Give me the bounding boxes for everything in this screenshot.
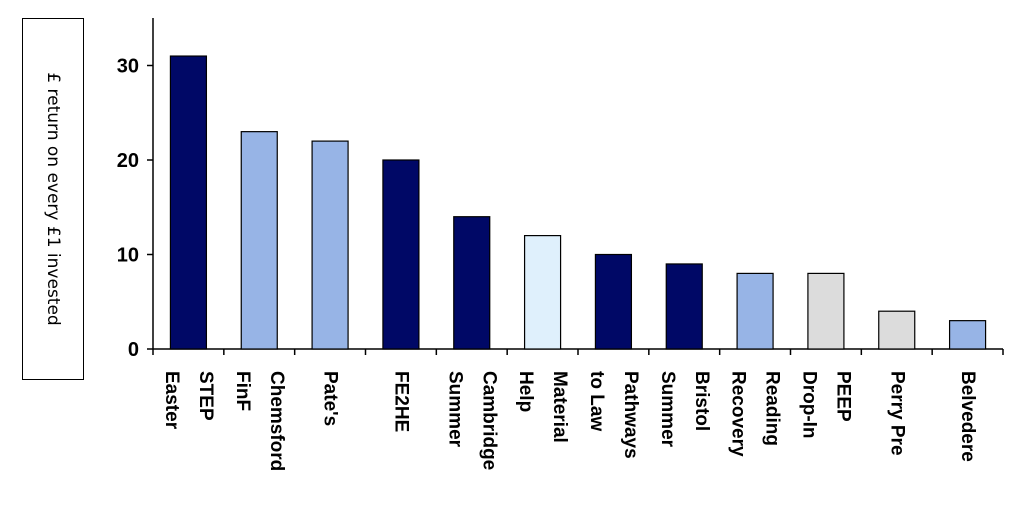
category-label: Chemsford	[266, 371, 287, 471]
bar	[523, 235, 562, 350]
category-label: to Law	[586, 371, 607, 431]
bar	[311, 140, 349, 350]
y-tick-label: 20	[117, 150, 139, 172]
bar	[665, 263, 703, 350]
y-axis-label-box: £ return on every £1 invested	[22, 18, 84, 380]
category-label: Drop-In	[798, 371, 819, 439]
category-label: Cambridge	[478, 371, 499, 470]
bar	[948, 320, 987, 350]
category-label: Help	[515, 371, 536, 412]
category-label: Summer	[444, 371, 465, 448]
bar	[169, 55, 208, 350]
category-label: Belvedere	[957, 371, 978, 462]
bar	[736, 272, 774, 350]
bar	[453, 216, 491, 350]
category-label: Reading	[762, 371, 783, 446]
y-ticks: 0 10 20 30	[117, 56, 153, 361]
bar	[594, 253, 633, 350]
category-label: Bristol	[691, 371, 712, 431]
category-label: FE2HE	[390, 371, 411, 432]
bar	[382, 159, 420, 350]
category-label: Pathways	[620, 371, 641, 459]
category-label: Material	[549, 371, 570, 443]
bar	[240, 131, 278, 350]
bar	[878, 310, 916, 350]
category-label: Summer	[657, 371, 678, 448]
category-label: STEP	[195, 371, 216, 421]
category-label: Recovery	[728, 371, 749, 457]
category-label: Perry Pre	[886, 371, 907, 456]
y-tick-label: 10	[117, 245, 139, 267]
category-labels: Easter STEP FinF Chemsford Pate's FE2HE Summer…	[161, 371, 978, 471]
category-label: PEEP	[832, 371, 853, 422]
category-label: FinF	[232, 371, 253, 411]
y-tick-label: 30	[117, 56, 139, 78]
category-label: Pate's	[320, 371, 341, 426]
axes	[152, 18, 1004, 355]
bars	[169, 55, 987, 350]
y-tick-label: 0	[128, 339, 139, 361]
bar	[807, 272, 845, 350]
category-label: Easter	[161, 371, 182, 430]
